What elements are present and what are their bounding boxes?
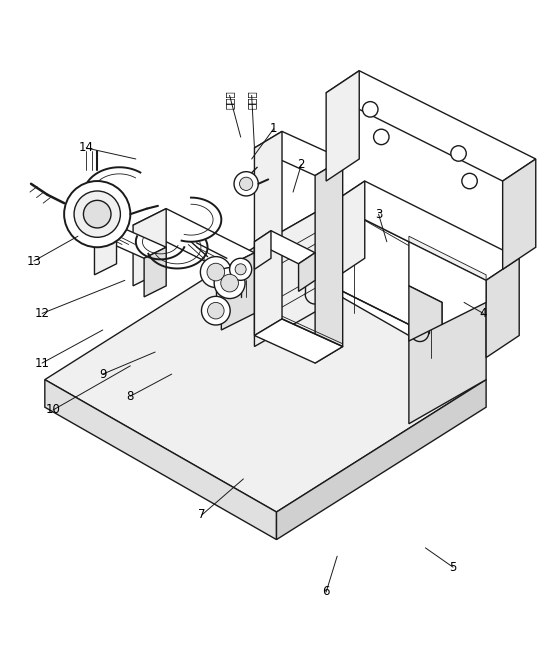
Polygon shape: [254, 231, 271, 269]
Circle shape: [451, 146, 466, 161]
Text: 11: 11: [35, 356, 50, 370]
Text: 1: 1: [270, 122, 278, 135]
Circle shape: [235, 264, 246, 275]
Polygon shape: [133, 209, 254, 269]
Text: 8: 8: [127, 390, 134, 403]
Polygon shape: [133, 209, 166, 286]
Polygon shape: [95, 225, 166, 258]
Polygon shape: [254, 132, 282, 336]
Circle shape: [74, 191, 121, 238]
Polygon shape: [254, 203, 486, 325]
Polygon shape: [315, 159, 343, 363]
Circle shape: [64, 181, 131, 247]
Text: 5: 5: [450, 561, 457, 574]
Polygon shape: [503, 159, 536, 269]
Polygon shape: [221, 253, 254, 330]
Text: 10: 10: [46, 403, 60, 417]
Circle shape: [207, 303, 224, 319]
Circle shape: [363, 101, 378, 117]
Text: 中和液: 中和液: [225, 90, 234, 109]
Circle shape: [207, 263, 225, 281]
Text: 进液管: 进液管: [247, 90, 257, 109]
Text: 12: 12: [35, 307, 50, 320]
Polygon shape: [332, 181, 365, 280]
Text: 14: 14: [79, 142, 93, 154]
Polygon shape: [144, 247, 166, 297]
Polygon shape: [45, 380, 276, 539]
Polygon shape: [299, 253, 315, 291]
Text: 9: 9: [99, 368, 107, 380]
Text: 6: 6: [322, 586, 330, 599]
Circle shape: [221, 274, 238, 292]
Polygon shape: [486, 258, 519, 358]
Polygon shape: [276, 380, 486, 539]
Polygon shape: [409, 286, 442, 341]
Polygon shape: [409, 242, 486, 325]
Text: 3: 3: [375, 207, 382, 221]
Circle shape: [200, 256, 231, 287]
Circle shape: [462, 173, 477, 189]
Polygon shape: [95, 225, 117, 275]
Polygon shape: [409, 280, 486, 424]
Polygon shape: [254, 132, 343, 176]
Polygon shape: [326, 70, 359, 181]
Circle shape: [229, 258, 252, 280]
Circle shape: [239, 177, 253, 191]
Text: 4: 4: [479, 307, 487, 320]
Text: 2: 2: [298, 158, 305, 171]
Circle shape: [234, 172, 258, 196]
Polygon shape: [332, 181, 519, 280]
Text: 7: 7: [199, 508, 206, 521]
Polygon shape: [326, 70, 536, 181]
Polygon shape: [45, 247, 486, 512]
Circle shape: [84, 201, 111, 228]
Circle shape: [214, 268, 245, 299]
Polygon shape: [409, 236, 486, 280]
Circle shape: [201, 297, 230, 325]
Polygon shape: [254, 203, 332, 346]
Polygon shape: [254, 319, 343, 363]
Circle shape: [374, 130, 389, 145]
Text: 13: 13: [27, 254, 41, 268]
Polygon shape: [254, 231, 315, 264]
